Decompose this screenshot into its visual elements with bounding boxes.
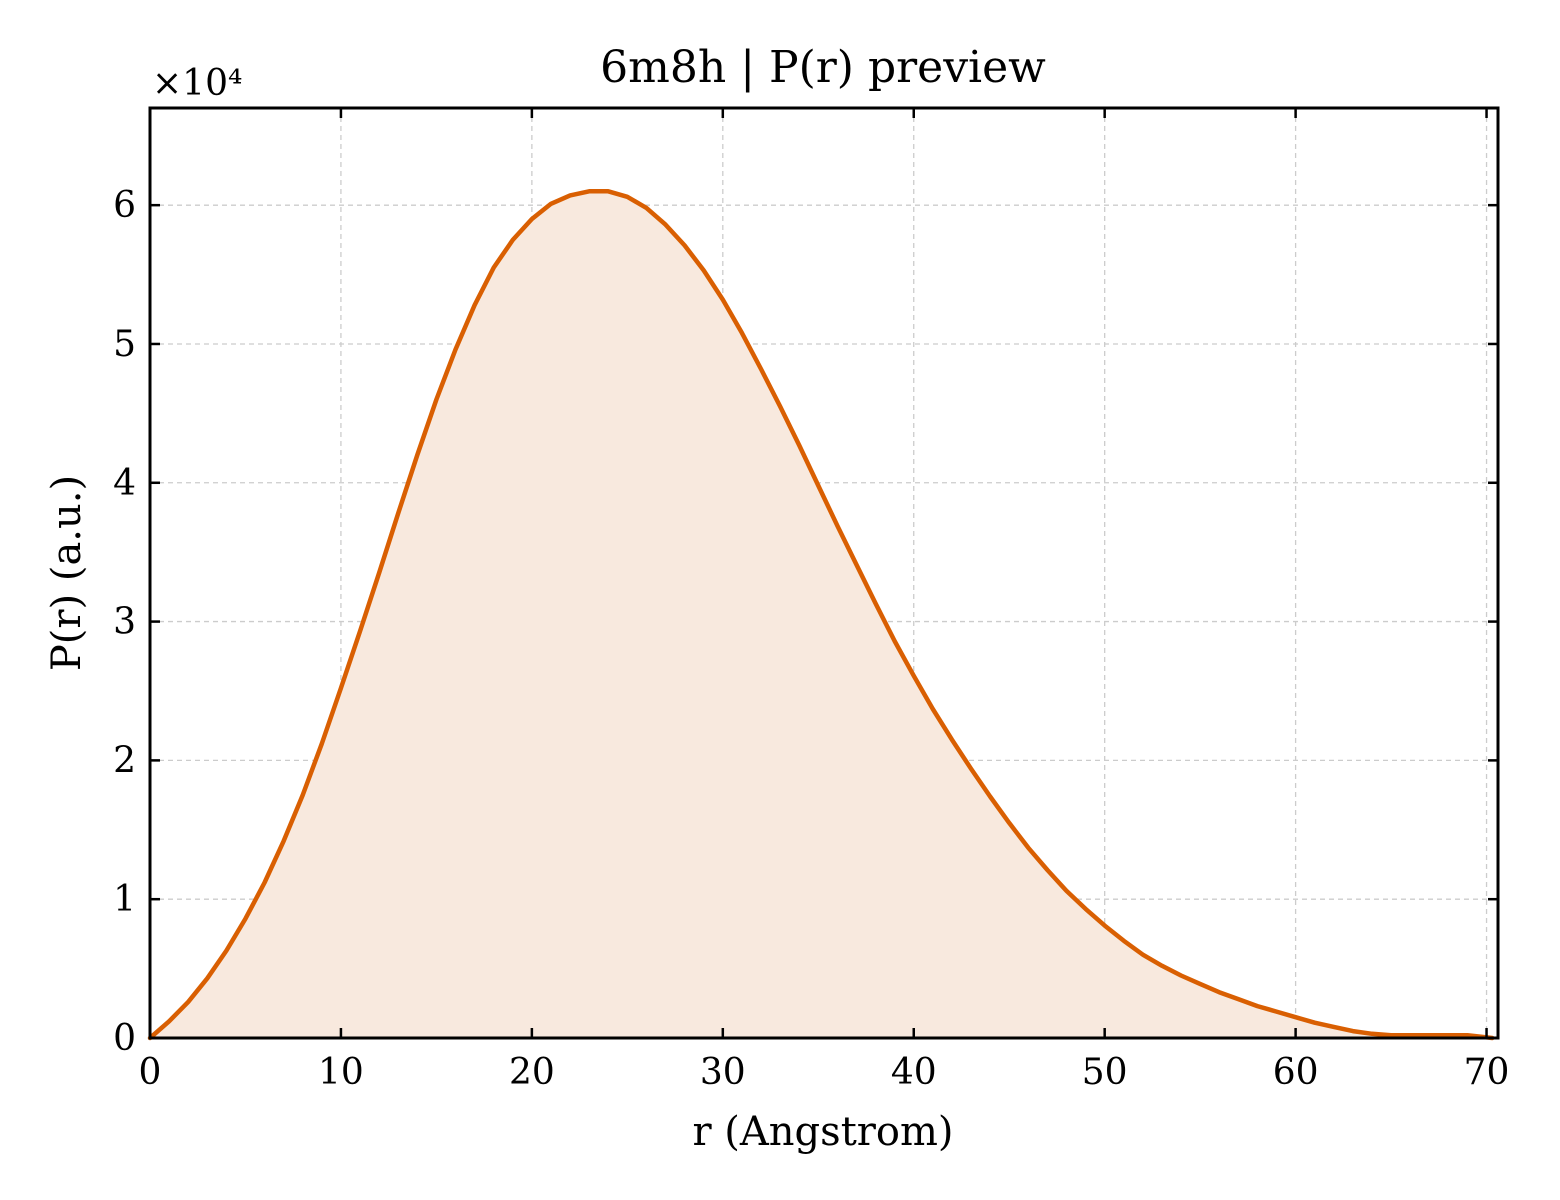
pr-area-fill <box>150 191 1493 1039</box>
ticks: 0 10 20 30 40 50 60 70 0 1 2 3 4 5 6 <box>113 108 1509 1093</box>
pr-curve <box>147 189 1495 1041</box>
x-tick-label: 70 <box>1464 1052 1510 1093</box>
y-multiplier-label: ×10⁴ <box>152 63 242 104</box>
y-tick-label: 1 <box>113 879 136 920</box>
x-tick-label: 0 <box>139 1052 162 1093</box>
axes-frame <box>148 106 1500 1040</box>
x-tick-label: 40 <box>891 1052 937 1093</box>
x-tick-label: 50 <box>1082 1052 1128 1093</box>
x-tick-label: 10 <box>318 1052 364 1093</box>
plot-area <box>147 189 1495 1041</box>
chart-title: 6m8h | P(r) preview <box>600 42 1046 93</box>
y-tick-label: 6 <box>113 185 136 226</box>
y-tick-label: 4 <box>113 463 136 504</box>
x-tick-label: 30 <box>700 1052 746 1093</box>
y-tick-label: 2 <box>113 740 136 781</box>
x-tick-label: 60 <box>1273 1052 1319 1093</box>
y-axis-label: P(r) (a.u.) <box>44 475 90 671</box>
y-tick-label: 3 <box>113 602 136 643</box>
y-tick-label: 5 <box>113 324 136 365</box>
x-axis-label: r (Angstrom) <box>692 1109 953 1155</box>
x-tick-label: 20 <box>509 1052 555 1093</box>
y-tick-label: 0 <box>113 1018 136 1059</box>
